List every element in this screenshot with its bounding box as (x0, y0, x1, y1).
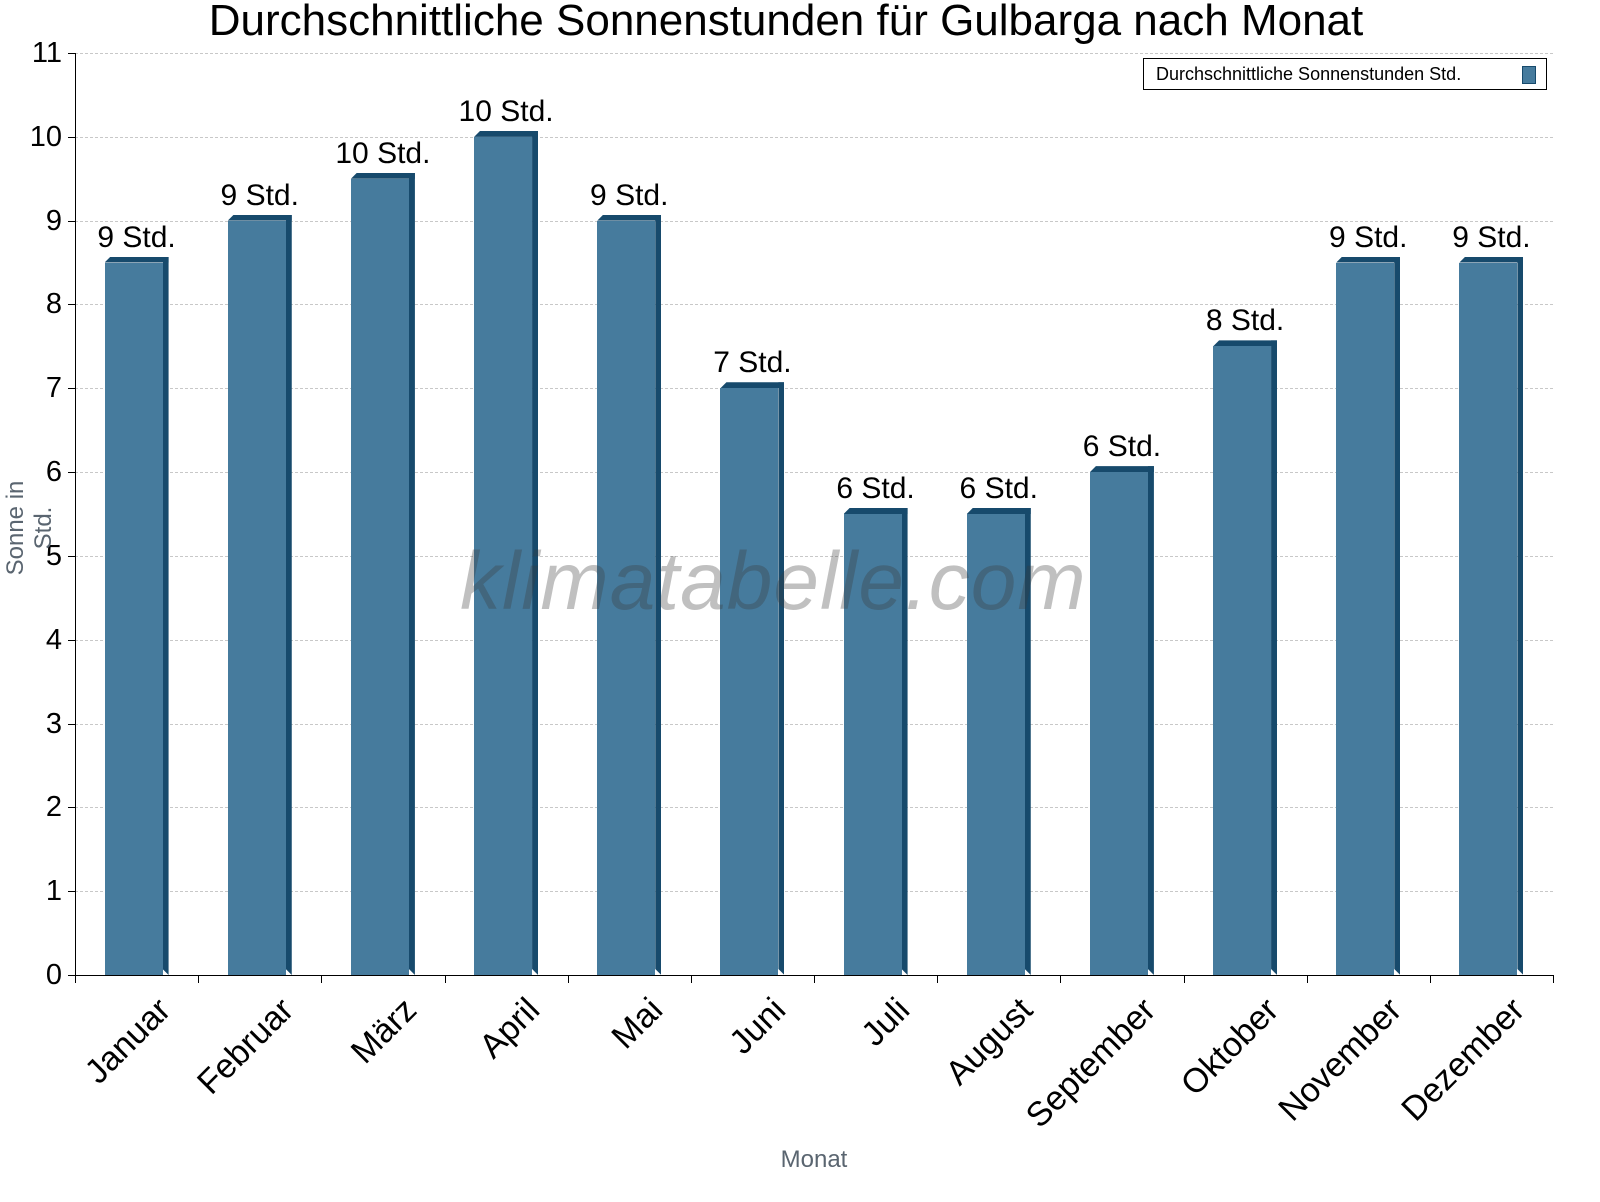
gridline (75, 53, 1553, 54)
y-tick-label: 11 (31, 37, 62, 69)
x-tick (690, 975, 692, 983)
x-tick (198, 975, 200, 983)
x-tick (1060, 975, 1062, 983)
bar-oktober (1213, 340, 1278, 975)
y-tick (68, 723, 76, 725)
y-tick (68, 807, 76, 809)
bar-märz (350, 172, 415, 975)
x-tick (1429, 975, 1431, 983)
bar-value-label: 7 Std. (713, 346, 792, 380)
y-tick (68, 639, 76, 641)
y-tick (68, 136, 76, 138)
x-tick (1553, 975, 1554, 983)
bar-value-label: 10 Std. (335, 136, 431, 170)
gridline (75, 388, 1553, 390)
bar-value-label: 6 Std. (959, 472, 1038, 505)
gridline (75, 304, 1553, 306)
bar-value-label: 6 Std. (836, 472, 915, 505)
bar-februar (227, 214, 292, 975)
y-tick-label: 5 (45, 539, 62, 572)
y-tick (68, 388, 76, 390)
y-tick-label: 3 (45, 707, 62, 740)
plot-area (75, 53, 1553, 975)
legend-swatch-icon (1522, 66, 1536, 84)
y-tick (68, 891, 76, 893)
gridline (75, 891, 1553, 893)
y-tick-label: 6 (45, 456, 62, 489)
watermark: klimatabelle.com (460, 536, 1087, 627)
gridline (75, 220, 1553, 222)
y-tick (68, 975, 76, 976)
gridline (75, 136, 1553, 138)
bar-value-label: 8 Std. (1205, 304, 1285, 338)
bar-dezember (1459, 256, 1524, 975)
bar-mai (597, 214, 662, 975)
x-tick (1183, 975, 1185, 983)
gridline (75, 472, 1553, 474)
bar-juli (843, 508, 908, 975)
y-tick-label: 1 (45, 875, 62, 908)
bar-september (1089, 466, 1154, 975)
bar-juni (720, 382, 785, 975)
legend: Durchschnittliche Sonnenstunden Std. (1143, 58, 1547, 90)
y-tick (68, 472, 76, 474)
y-tick (68, 53, 76, 54)
x-tick (814, 975, 815, 983)
y-axis-title: Sonne in Std. (2, 480, 57, 576)
bar-november (1336, 256, 1401, 975)
x-tick (75, 975, 76, 983)
y-tick-label: 8 (45, 288, 62, 321)
chart-title: Durchschnittliche Sonnenstunden für Gulb… (208, 0, 1364, 45)
x-tick (567, 975, 569, 983)
y-tick-label: 0 (45, 959, 62, 991)
bar-value-label: 9 Std. (1329, 220, 1408, 254)
bar-april (474, 130, 539, 975)
bar-value-label: 9 Std. (590, 178, 669, 212)
gridline (75, 639, 1553, 641)
x-tick (937, 975, 939, 983)
bar-value-label: 9 Std. (220, 178, 299, 212)
gridline (75, 807, 1553, 809)
x-tick (1306, 975, 1308, 983)
bar-value-label: 9 Std. (97, 220, 176, 254)
bar-value-label: 9 Std. (1452, 220, 1531, 254)
x-axis-title: Monat (780, 1146, 848, 1173)
gridline (75, 555, 1553, 557)
y-tick-label: 9 (45, 204, 62, 237)
gridline (75, 723, 1553, 725)
y-tick-label: 4 (45, 623, 62, 656)
y-tick (68, 304, 76, 306)
y-tick-label: 7 (45, 372, 62, 405)
legend-label: Durchschnittliche Sonnenstunden Std. (1156, 64, 1462, 84)
bar-januar (104, 256, 169, 975)
y-tick-label: 10 (29, 120, 62, 153)
y-tick-label: 2 (45, 791, 62, 824)
y-tick (68, 220, 76, 222)
y-tick (68, 555, 76, 557)
x-tick (444, 975, 446, 983)
x-tick (321, 975, 323, 983)
bar-value-label: 6 Std. (1082, 430, 1162, 464)
bar-august (966, 508, 1031, 975)
bar-value-label: 10 Std. (458, 94, 554, 128)
y-axis-line (75, 53, 76, 976)
